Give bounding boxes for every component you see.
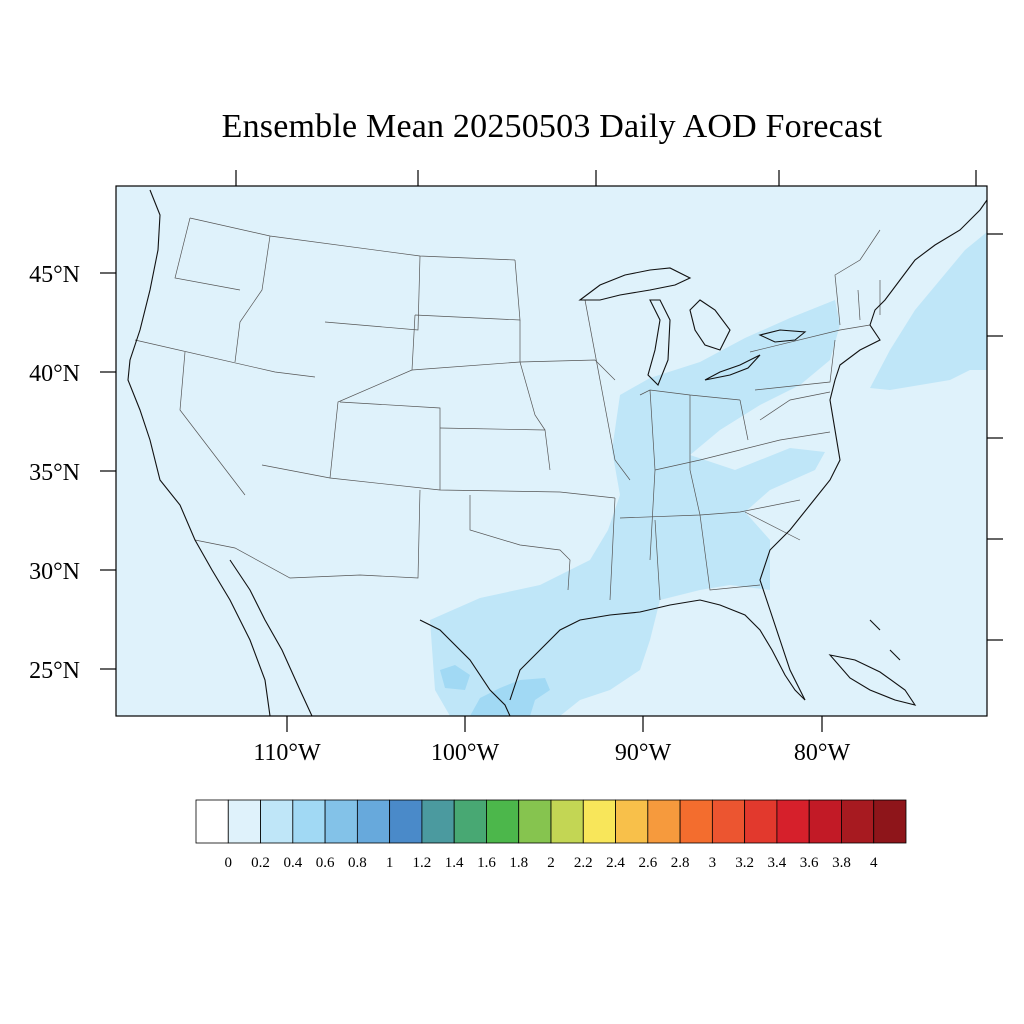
colorbar-label-13: 2.6 xyxy=(638,855,657,871)
colorbar-box-2 xyxy=(260,799,294,844)
lat-label-35: 35°N xyxy=(29,460,80,486)
right-ticks xyxy=(987,233,1003,641)
great-lakes-superior xyxy=(578,267,692,301)
colorbar-box-1 xyxy=(227,799,261,844)
colorbar-box-5 xyxy=(356,799,391,844)
lat-label-40: 40°N xyxy=(29,361,80,387)
west-coast xyxy=(127,189,271,717)
map-frame xyxy=(115,185,988,717)
colorbar-label-14: 2.8 xyxy=(671,855,690,871)
lat-label-30: 30°N xyxy=(29,559,80,585)
colorbar-label-5: 1 xyxy=(386,855,394,871)
colorbar-box-3 xyxy=(292,799,326,844)
colorbar-box-14 xyxy=(647,799,681,844)
colorbar-box-7 xyxy=(421,799,455,844)
lon-label-80w: 80°W xyxy=(794,740,851,766)
great-lakes-huron xyxy=(689,299,731,351)
colorbar xyxy=(195,799,907,844)
colorbar-label-20: 4 xyxy=(870,855,878,871)
aod-region-gulf-spot xyxy=(440,665,470,690)
colorbar-box-10 xyxy=(518,799,552,844)
top-ticks xyxy=(235,170,977,186)
state-boundaries xyxy=(134,217,881,601)
colorbar-label-15: 3 xyxy=(709,855,717,871)
aod-region-texas-coast xyxy=(470,678,550,716)
cuba xyxy=(828,654,917,706)
colorbar-label-7: 1.4 xyxy=(445,855,464,871)
colorbar-label-19: 3.8 xyxy=(832,855,851,871)
colorbar-box-18 xyxy=(776,799,810,844)
colorbar-box-13 xyxy=(615,799,649,844)
baja-peninsula xyxy=(229,559,313,717)
colorbar-label-12: 2.4 xyxy=(606,855,625,871)
aod-region-atlantic xyxy=(870,232,987,390)
colorbar-label-6: 1.2 xyxy=(413,855,432,871)
texas-coast xyxy=(509,599,806,701)
gulf-coast xyxy=(419,619,511,717)
colorbar-label-3: 0.6 xyxy=(316,855,335,871)
bottom-ticks xyxy=(286,716,823,732)
colorbar-label-10: 2 xyxy=(547,855,555,871)
lat-label-45: 45°N xyxy=(29,262,80,288)
bahamas xyxy=(869,619,901,661)
lon-label-90w: 90°W xyxy=(615,740,672,766)
colorbar-box-19 xyxy=(808,799,842,844)
lon-label-100w: 100°W xyxy=(431,740,500,766)
coastlines xyxy=(127,189,988,717)
colorbar-box-6 xyxy=(389,799,423,844)
colorbar-label-17: 3.4 xyxy=(768,855,787,871)
colorbar-box-4 xyxy=(324,799,358,844)
colorbar-box-21 xyxy=(873,799,907,844)
colorbar-box-0 xyxy=(195,799,229,844)
aod-region-atlantic-2 xyxy=(965,290,987,330)
colorbar-label-1: 0.2 xyxy=(251,855,270,871)
colorbar-box-12 xyxy=(582,799,616,844)
lat-label-25: 25°N xyxy=(29,658,80,684)
great-lakes-erie xyxy=(704,354,761,381)
colorbar-label-0: 0 xyxy=(225,855,233,871)
colorbar-box-16 xyxy=(711,799,746,844)
colorbar-box-20 xyxy=(841,799,875,844)
great-lakes-ontario xyxy=(758,329,807,343)
colorbar-label-16: 3.2 xyxy=(735,855,754,871)
colorbar-label-11: 2.2 xyxy=(574,855,593,871)
aod-region-southeast xyxy=(430,300,840,716)
colorbar-label-2: 0.4 xyxy=(283,855,302,871)
longitude-labels: 110°W 100°W 90°W 80°W xyxy=(253,740,850,766)
great-lakes-michigan xyxy=(647,299,671,386)
aod-shading-higher xyxy=(440,665,550,716)
colorbar-box-8 xyxy=(453,799,487,844)
colorbar-label-4: 0.8 xyxy=(348,855,367,871)
colorbar-box-9 xyxy=(486,799,520,844)
colorbar-labels: 0 0.2 0.4 0.6 0.8 1 1.2 1.4 1.6 1.8 2 2.2 2.4 2.6 2.8 3… xyxy=(225,855,878,871)
colorbar-label-9: 1.8 xyxy=(509,855,528,871)
colorbar-box-15 xyxy=(679,799,713,844)
east-coast xyxy=(759,199,988,701)
map-title: Ensemble Mean 20250503 Daily AOD Forecas… xyxy=(221,108,883,145)
latitude-labels: 45°N 40°N 35°N 30°N 25°N xyxy=(29,262,80,684)
aod-shading xyxy=(430,232,987,716)
colorbar-label-8: 1.6 xyxy=(477,855,496,871)
colorbar-label-18: 3.6 xyxy=(800,855,819,871)
left-ticks xyxy=(100,272,116,670)
colorbar-box-11 xyxy=(550,799,584,844)
lon-label-110w: 110°W xyxy=(253,740,321,766)
colorbar-box-17 xyxy=(744,799,778,844)
